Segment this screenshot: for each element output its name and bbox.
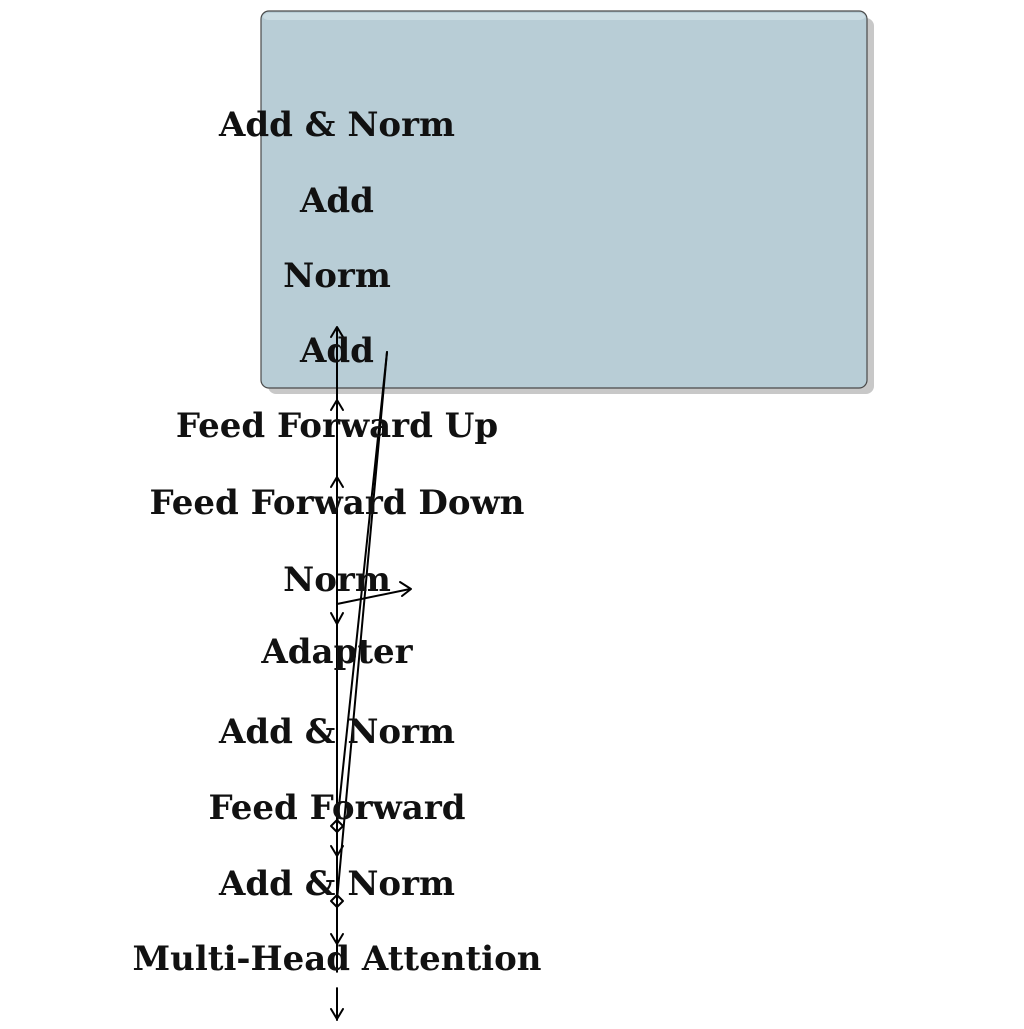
skip-connection-line — [336, 351, 388, 901]
junction-mark — [330, 819, 344, 833]
label-adapter: Adapter — [261, 632, 413, 672]
arrows-layer — [330, 326, 412, 1021]
label-norm-adapter: Norm — [283, 560, 391, 600]
arrow-right-head — [399, 581, 412, 597]
arrow-down-head — [330, 612, 344, 625]
junction-mark — [330, 894, 344, 908]
arrow-down-head — [330, 933, 344, 945]
adapter-branch-line — [336, 588, 411, 605]
arrow-up-head — [330, 399, 344, 411]
label-add-lower: Add — [300, 331, 374, 371]
label-feed-forward-down: Feed Forward Down — [149, 483, 525, 523]
arrow-down-head — [330, 1008, 344, 1020]
adapter-block — [260, 10, 874, 394]
label-feed-forward: Feed Forward — [208, 788, 466, 828]
label-add-upper: Add — [300, 181, 374, 221]
adapter-block-box — [260, 10, 868, 389]
skip-connection-line — [336, 351, 388, 826]
label-multi-head-attention: Multi-Head Attention — [132, 939, 542, 979]
arrow-up-head — [330, 476, 344, 488]
label-feed-forward-up: Feed Forward Up — [175, 406, 499, 446]
arrow-up-head — [330, 326, 344, 338]
adapter-block-highlight — [263, 13, 865, 20]
label-add-norm-middle: Add & Norm — [219, 712, 455, 752]
label-add-norm-top: Add & Norm — [219, 105, 455, 145]
label-norm-upper: Norm — [283, 256, 391, 296]
label-add-norm-bottom: Add & Norm — [219, 864, 455, 904]
